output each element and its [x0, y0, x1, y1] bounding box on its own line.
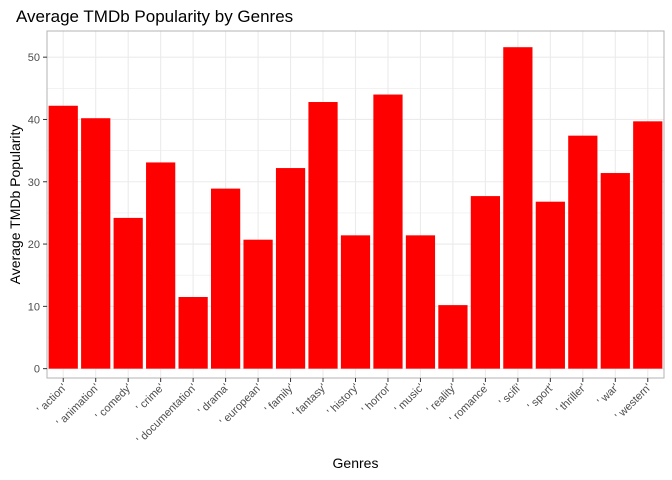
y-tick-label: 40	[28, 114, 40, 126]
chart-title: Average TMDb Popularity by Genres	[16, 7, 293, 26]
x-tick-label: ' scifi'	[497, 382, 524, 409]
bar	[503, 47, 533, 369]
x-tick-label: ' thriller'	[554, 382, 589, 417]
bar	[373, 94, 403, 369]
bar	[146, 162, 176, 369]
y-tick-label: 0	[34, 364, 40, 376]
x-tick-label: ' war'	[595, 382, 621, 408]
bar	[470, 196, 501, 369]
x-tick-label: ' music'	[393, 382, 427, 416]
x-tick-label: ' comedy'	[93, 382, 134, 423]
bar	[308, 102, 338, 369]
bar	[210, 188, 241, 369]
x-tick-label: ' documentation'	[135, 382, 200, 447]
x-tick-label: ' western'	[613, 382, 654, 423]
y-tick-label: 30	[28, 177, 40, 189]
bar	[178, 297, 208, 369]
bar	[48, 105, 78, 369]
x-tick-label: ' horror'	[360, 382, 394, 416]
bar	[340, 235, 371, 369]
x-tick-label: ' history'	[325, 382, 362, 419]
bar	[600, 173, 630, 369]
bar	[81, 118, 111, 369]
y-axis-title: Average TMDb Popularity	[7, 125, 23, 285]
x-axis-title: Genres	[333, 455, 379, 471]
x-tick-label: ' fantasy'	[290, 382, 329, 421]
y-tick-label: 20	[28, 239, 40, 251]
bar	[113, 217, 143, 369]
bar	[535, 201, 565, 369]
bar	[275, 168, 306, 369]
x-axis-ticks: ' action'' animation'' comedy' ' crime'' …	[35, 378, 654, 446]
bar	[243, 239, 273, 369]
bar	[568, 135, 598, 369]
x-tick-label: ' sport'	[526, 382, 557, 413]
bar	[633, 121, 663, 369]
y-axis-ticks: 0 10 20 30 40 50	[28, 52, 47, 376]
bars	[48, 47, 663, 369]
y-tick-label: 50	[28, 52, 40, 64]
bar	[405, 235, 436, 369]
bar	[438, 305, 468, 369]
y-tick-label: 10	[28, 301, 40, 313]
